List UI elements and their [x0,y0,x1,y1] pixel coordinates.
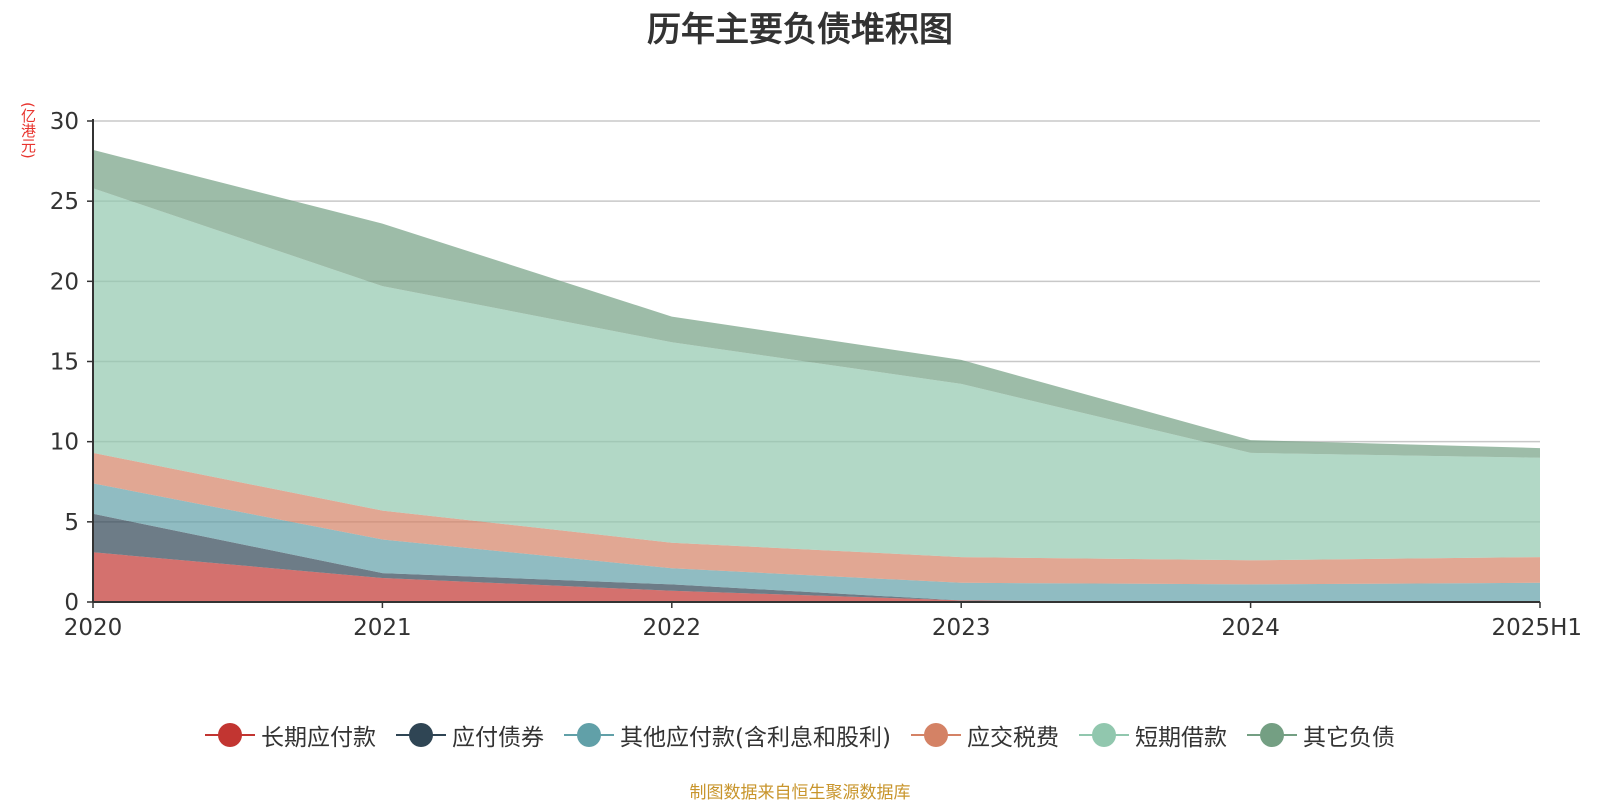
legend-item[interactable]: 长期应付款 [205,718,376,752]
x-tick-label: 2025H1 [1492,615,1582,641]
y-tick-label: 20 [50,269,79,295]
x-tick-label: 2021 [353,615,412,641]
legend-label: 应付债券 [452,725,545,751]
legend-item[interactable]: 应交税费 [910,718,1059,752]
legend-label: 应交税费 [966,725,1059,751]
y-tick-label: 15 [50,350,79,376]
legend-marker-icon [910,723,961,747]
legend-label: 其他应付款(含利息和股利) [620,725,891,751]
x-tick-label: 2022 [643,615,702,641]
legend-marker-icon [1246,723,1297,747]
legend-item[interactable]: 短期借款 [1078,718,1227,752]
y-tick-label: 30 [50,109,79,135]
legend-label: 其它负债 [1302,725,1395,751]
legend-item[interactable]: 其他应付款(含利息和股利) [564,718,891,752]
y-tick-label: 10 [50,430,79,456]
legend-marker-icon [564,723,615,747]
legend-marker-icon [205,723,256,747]
y-tick-label: 25 [50,189,79,215]
area-series [93,149,1540,602]
legend-item[interactable]: 应付债券 [396,718,544,752]
area-series-3 [93,452,1540,585]
chart-title: 历年主要负债堆积图 [647,10,953,50]
legend-label: 长期应付款 [261,725,377,751]
legend-label: 短期借款 [1134,725,1227,751]
legend-marker-icon [1078,723,1129,747]
axes: 0 5 10 15 20 25 30 2020 2021 2022 2023 2024 2025H1 [50,109,1582,641]
legend-item[interactable]: 其它负债 [1246,718,1395,752]
area-series-1 [93,513,1540,602]
y-tick-label: 0 [64,590,79,616]
x-tick-label: 2023 [932,615,991,641]
stacked-area-chart: 0 5 10 15 20 25 30 2020 2021 2022 2023 2024 2025H1 [50,109,1582,641]
legend: 长期应付款 应付债券 其他应付款(含利息和股利) 应交税费 短期借款 其它负债 [0,718,1600,752]
area-series-4 [93,188,1540,561]
x-tick-label: 2020 [64,615,123,641]
x-tick-label: 2024 [1221,615,1280,641]
area-series-0 [93,552,1540,602]
y-axis-unit-label: (亿港元) [19,102,37,159]
legend-marker-icon [396,723,447,747]
y-tick-label: 5 [64,510,79,536]
area-series-2 [93,483,1540,602]
source-note: 制图数据来自恒生聚源数据库 [689,783,911,803]
